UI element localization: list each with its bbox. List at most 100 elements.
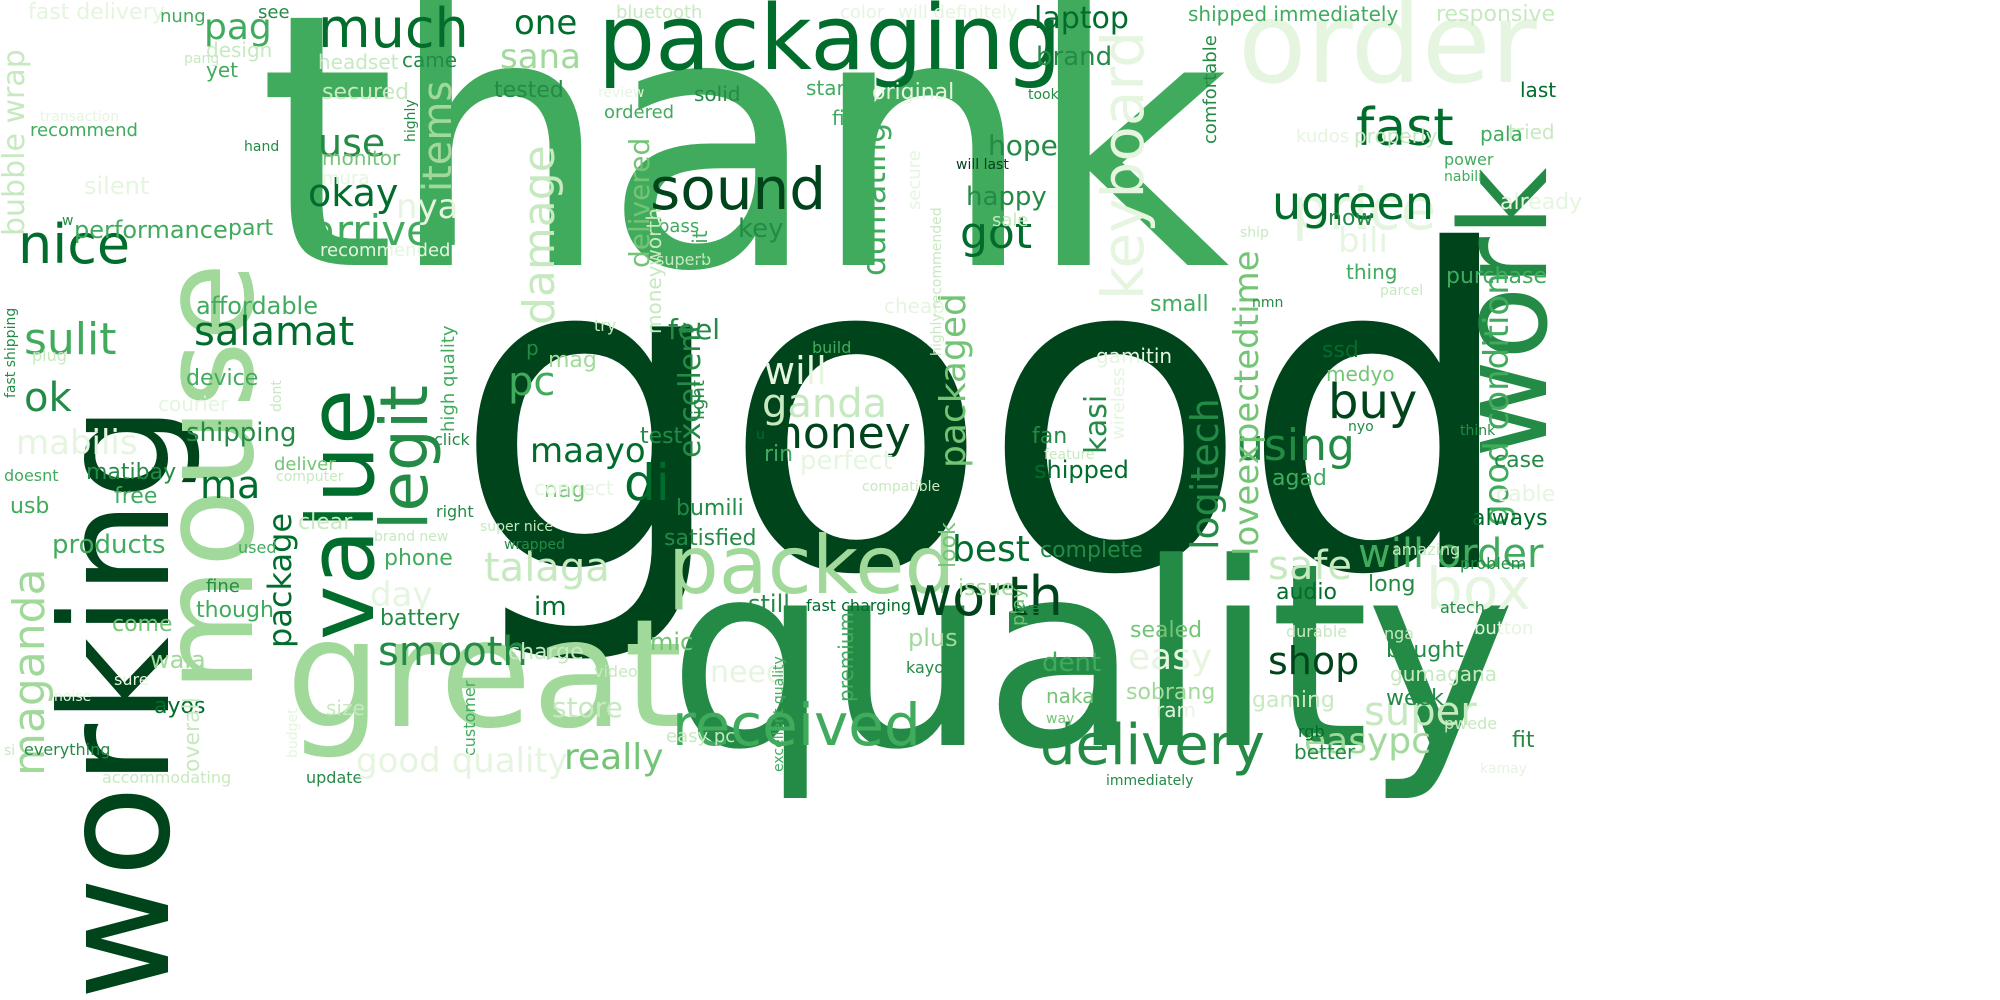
word-part: part bbox=[228, 216, 274, 241]
word-responsive: responsive bbox=[1436, 2, 1556, 27]
word-see: see bbox=[258, 2, 290, 23]
word-comfortable: comfortable bbox=[1200, 35, 1221, 144]
word-pwede: pwede bbox=[1444, 714, 1498, 733]
word-bought: bought bbox=[1386, 638, 1464, 663]
word-thank: thank bbox=[258, 0, 1230, 349]
word-will-definitely: will definitely bbox=[898, 2, 1018, 23]
word-agad: agad bbox=[1272, 466, 1327, 491]
word-superb: superb bbox=[656, 250, 712, 269]
word-sulit: sulit bbox=[24, 314, 117, 365]
word-okay: okay bbox=[308, 171, 399, 215]
word-shipped-immediately: shipped immediately bbox=[1188, 2, 1399, 26]
word-talaga: talaga bbox=[484, 545, 610, 591]
word-came: came bbox=[402, 48, 458, 72]
word-fast-delivery: fast delivery bbox=[28, 0, 165, 25]
word-compatible: compatible bbox=[862, 479, 941, 495]
word-price: price bbox=[1292, 175, 1437, 243]
word-issue: issue bbox=[958, 576, 1015, 601]
word-computer: computer bbox=[276, 469, 344, 485]
word-products: products bbox=[52, 530, 166, 560]
word-mura: mura bbox=[322, 168, 370, 189]
word-laptop: laptop bbox=[1034, 1, 1129, 36]
word-w: w bbox=[62, 213, 74, 229]
word-rin: rin bbox=[764, 442, 794, 467]
word-battery: battery bbox=[380, 606, 461, 631]
word-naka: naka bbox=[1046, 684, 1095, 708]
word-gamitin: gamitin bbox=[1096, 344, 1173, 368]
word-perfect: perfect bbox=[800, 446, 893, 476]
word-sealed: sealed bbox=[1130, 618, 1203, 643]
word-shop: shop bbox=[1268, 639, 1360, 683]
word-keep: keep bbox=[1016, 397, 1050, 413]
word-ram: ram bbox=[1156, 698, 1196, 722]
word-transaction: transaction bbox=[40, 109, 120, 125]
word-packed: packed bbox=[668, 519, 956, 612]
word-wireless: wireless bbox=[1108, 367, 1129, 440]
word-secure: secure bbox=[904, 150, 925, 210]
word-mabilis: mabilis bbox=[16, 423, 138, 463]
word-matibay: matibay bbox=[86, 460, 177, 485]
word-device: device bbox=[186, 366, 259, 391]
word-silent: silent bbox=[84, 172, 150, 200]
word-ulit: ulit bbox=[688, 230, 712, 262]
word-dumating: dumating bbox=[855, 122, 893, 276]
word-moneyworth: moneyworth bbox=[642, 208, 666, 334]
word-bubble-wrap: bubble wrap bbox=[0, 49, 32, 236]
word-best: best bbox=[952, 529, 1030, 570]
word-test: test bbox=[640, 424, 683, 449]
word-video: video bbox=[594, 662, 638, 681]
word-nice: nice bbox=[18, 213, 131, 276]
word-good-quality: good quality bbox=[356, 741, 568, 781]
word-tried: tried bbox=[1508, 120, 1555, 144]
word-affordable: affordable bbox=[196, 292, 318, 320]
word-try: try bbox=[594, 316, 617, 335]
word-courier: courier bbox=[158, 392, 229, 416]
word-phone: phone bbox=[384, 546, 453, 571]
word-pang: pang bbox=[184, 51, 220, 67]
word-sale: sale bbox=[992, 210, 1029, 231]
word-box: box bbox=[1426, 555, 1531, 623]
word-solid: solid bbox=[694, 82, 741, 106]
word-happy: happy bbox=[966, 182, 1047, 212]
word-buy: buy bbox=[1328, 374, 1418, 430]
word-sound: sound bbox=[650, 155, 827, 223]
word-fit: fit bbox=[1512, 728, 1535, 753]
word-damage: damage bbox=[514, 145, 565, 325]
word-purchase: purchase bbox=[1446, 264, 1547, 289]
word-hope: hope bbox=[988, 129, 1058, 162]
word-now: now bbox=[1328, 206, 1374, 231]
word-monitor: monitor bbox=[322, 146, 401, 170]
word-nya: nya bbox=[396, 187, 459, 227]
word-original: original bbox=[872, 80, 955, 105]
word-items: items bbox=[415, 80, 461, 192]
word-nmn: nmn bbox=[1252, 295, 1284, 311]
word-feature: feature bbox=[1044, 447, 1095, 463]
word-used: used bbox=[238, 538, 277, 557]
word-sana: sana bbox=[500, 37, 581, 77]
word-right: right bbox=[436, 502, 474, 521]
word-safe: safe bbox=[1268, 543, 1353, 589]
word-key: key bbox=[738, 214, 784, 244]
word-bluetooth: bluetooth bbox=[616, 2, 703, 23]
word-use: use bbox=[318, 121, 386, 165]
word-look: look bbox=[936, 522, 961, 568]
word-tested: tested bbox=[494, 78, 564, 103]
word-high-quality: high quality bbox=[438, 325, 459, 432]
word-ugreen: ugreen bbox=[1272, 176, 1435, 230]
word-got: got bbox=[960, 208, 1033, 259]
word-immediately: immediately bbox=[1106, 773, 1194, 789]
word-cheap: cheap bbox=[884, 294, 945, 318]
word-ok: ok bbox=[24, 375, 72, 421]
word-usb: usb bbox=[10, 494, 50, 519]
word-always: always bbox=[1472, 506, 1548, 531]
word-kudos: kudos bbox=[1296, 126, 1350, 147]
word-power: power bbox=[1444, 150, 1494, 169]
word-fast: fast bbox=[1356, 98, 1454, 158]
word-clear: clear bbox=[298, 510, 353, 535]
word-headset: headset bbox=[318, 50, 399, 74]
word-ssd: ssd bbox=[1322, 338, 1359, 363]
word-yet: yet bbox=[206, 58, 238, 82]
word-already: already bbox=[1500, 190, 1583, 215]
word-click: click bbox=[434, 430, 470, 449]
